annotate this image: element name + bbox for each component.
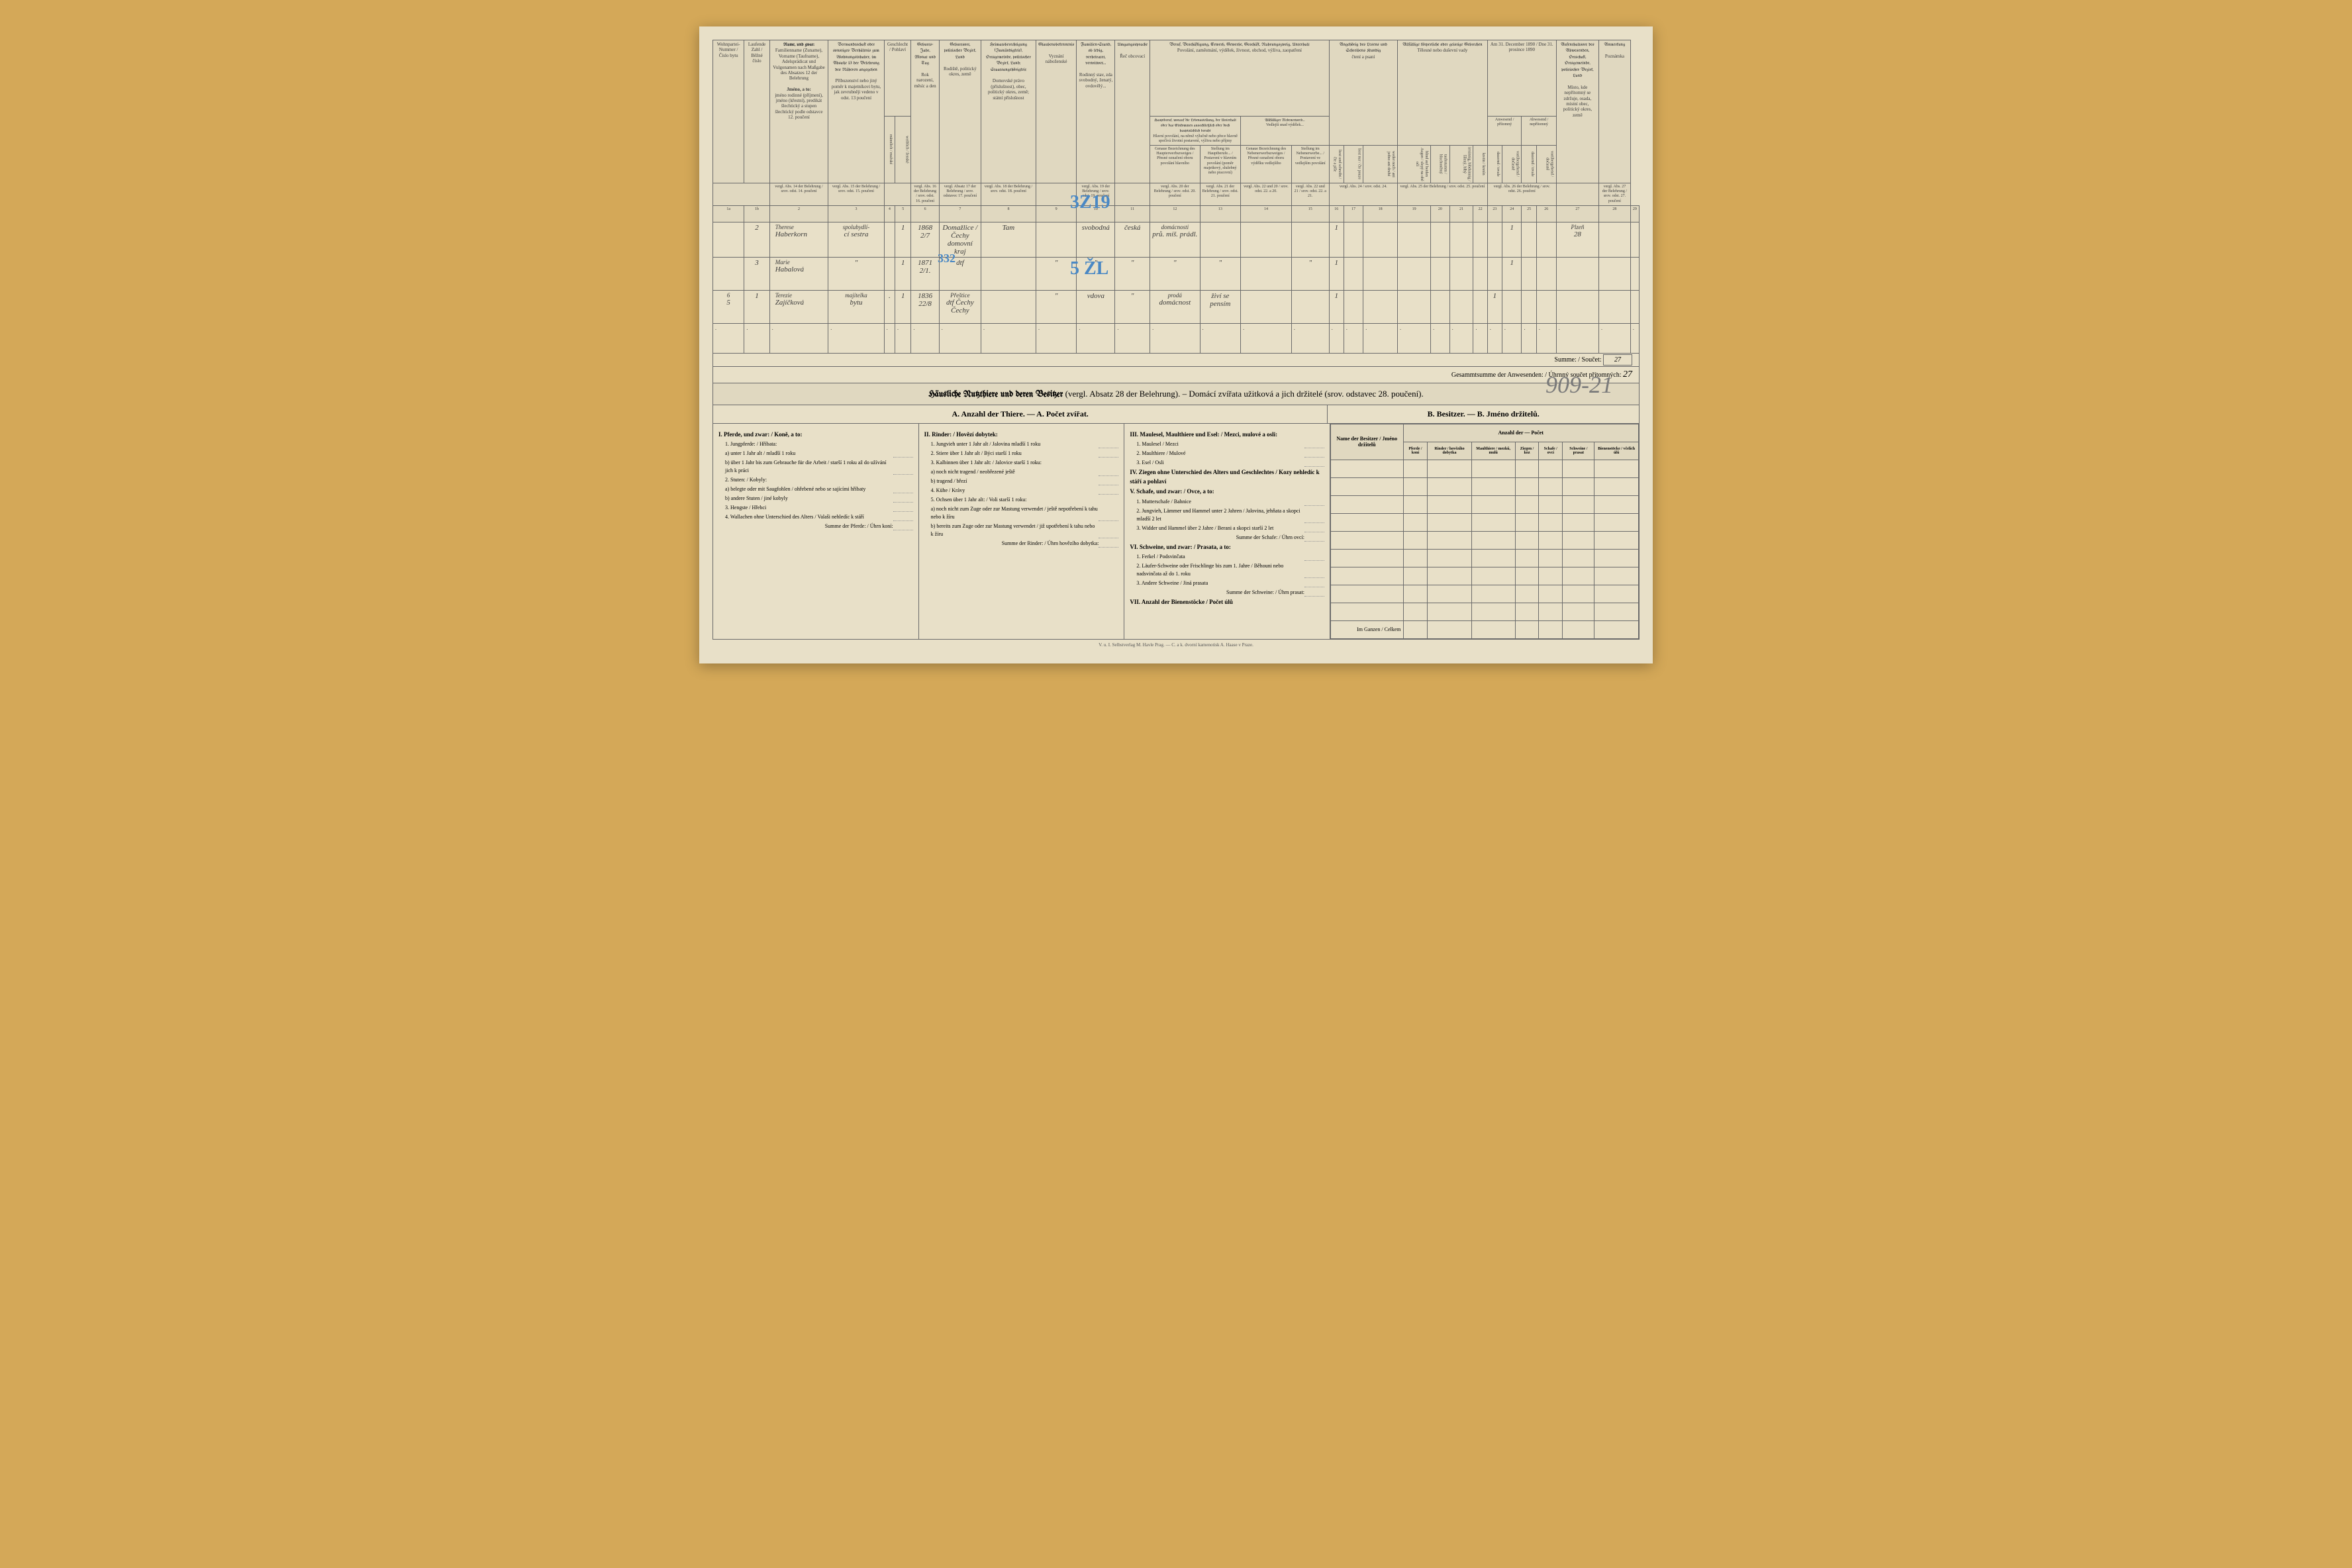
- census-table: Wohnpartei-Nummer / Číslo bytu Laufende …: [712, 40, 1640, 354]
- col-side-occ: Allfälliger Nebenerwerb... Vedlejší snad…: [1241, 117, 1330, 146]
- col-pres-perm: dauernd / trvale: [1487, 145, 1502, 183]
- ref-16: vergl. Abs. 16 der Belehrung / srov. ods…: [911, 183, 939, 205]
- section-a-title: A. Anzahl der Thiere. — A. Počet zvířat.: [712, 405, 1327, 424]
- ref-18: vergl. Abs. 18 der Belehrung / srov. ods…: [981, 183, 1036, 205]
- sum-value: 27: [1603, 354, 1632, 366]
- owner-row: [1331, 603, 1639, 620]
- ref-27: vergl. Abs. 27 der Belehrung / srov. ods…: [1599, 183, 1631, 205]
- ref-25: vergl. Abs. 25 der Belehrung / srov. ods…: [1398, 183, 1488, 205]
- col-lit-none: weder noch / ani jedno ani druhé: [1363, 145, 1398, 183]
- ref-20: vergl. Abs. 20 der Belehrung / srov. ods…: [1150, 183, 1200, 205]
- col-occ-branch: Genaue Bezeichnung des Haupterwerbszweig…: [1150, 145, 1200, 183]
- col-census-date: Am 31. December 1890 / Dne 31. prosince …: [1487, 40, 1556, 117]
- owner-row: [1331, 585, 1639, 603]
- animals-horses: I. Pferde, und zwar: / Koně, a to: 1. Ju…: [713, 424, 919, 639]
- owners-name-header: Name der Besitzer / Jméno držitelů: [1331, 424, 1404, 460]
- col-defects: Allfällige körperliche oder geistige Geb…: [1398, 40, 1488, 146]
- total-row: Gesammtsumme der Anwesenden: / Úhrnný so…: [712, 367, 1640, 383]
- col-birthplace: Geburtsort, politischer Bezirk, Land Rod…: [939, 40, 981, 183]
- col-number-row: 1a 1b 2 3 4 5 6 7 8 9 10 11 12 13 14 15 …: [713, 205, 1640, 222]
- col-blind: blind auf beiden Augen / slepý na obě oč…: [1398, 145, 1431, 183]
- person-row: 2 ThereseHaberkorn spolubydlí-cí sestra …: [713, 222, 1640, 257]
- col-abs-temp: vorübergehend / dočasně: [1536, 145, 1556, 183]
- col-home: Heimatsberechtigung (Zuständigkeit), Ort…: [981, 40, 1036, 183]
- page-stamp: 909-21: [1545, 371, 1613, 399]
- owner-row: [1331, 567, 1639, 585]
- col-sex-m: männlich / mužské: [884, 117, 895, 183]
- ref-23: vergl. Abs. 22 und 21 / srov. odst. 22. …: [1291, 183, 1329, 205]
- printer-footer: V. u. I. Selbstverlag M. Havle Prag. — C…: [712, 640, 1640, 650]
- ref-14: vergl. Abs. 14 der Belehrung / srov. ods…: [769, 183, 828, 205]
- person-row: 65 1 TerezieZajíčková majitelkabytu . 1 …: [713, 290, 1640, 323]
- ref-15: vergl. Abs. 15 der Belehrung / srov. ods…: [828, 183, 885, 205]
- col-side-branch: Genaue Bezeichnung des Nebenerwerbszweig…: [1241, 145, 1292, 183]
- col-deaf: taubstumm / hluchoněmý: [1431, 145, 1450, 183]
- owner-total-row: Im Ganzen / Celkem: [1331, 620, 1639, 638]
- blue-mark-2: 5 ŽL: [1070, 258, 1108, 279]
- col-sex-f: weiblich / ženské: [895, 117, 910, 183]
- col-literacy: Angehörig des Lesens und Schreibens Kund…: [1329, 40, 1397, 146]
- owner-row: [1331, 549, 1639, 567]
- ref-26: vergl. Abs. 26 der Belehrung / srov. ods…: [1487, 183, 1556, 205]
- col-absent-place: Aufenthaltsort des Abwesenden, Ortschaft…: [1556, 40, 1598, 183]
- sum-row: Summe: / Součet: 27: [712, 354, 1640, 367]
- col-main-occ: Hauptberuf, worauf die Lebensstellung, d…: [1150, 117, 1241, 146]
- col-birth: Geburts-Jahr, Monat und Tag Rok narození…: [911, 40, 939, 183]
- col-cretin: kretin / kretén: [1473, 145, 1487, 183]
- col-language: Umgangssprache Řeč obcovací: [1115, 40, 1150, 183]
- person-row: 3 MarieHabalová " 1 1871 2/1. dtf " " " …: [713, 257, 1640, 290]
- col-side-position: Stellung im Nebenerwerbe... / Postavení …: [1291, 145, 1329, 183]
- animals-title: Häusliche Nutzthiere und deren Besitzer …: [712, 383, 1640, 405]
- blue-mark-3: 332: [938, 252, 956, 266]
- col-seq-num: Laufende Zahl / Běžné číslo: [744, 40, 769, 183]
- col-name: Name, und zwar: Familienname (Zuname), V…: [769, 40, 828, 183]
- col-insane: irrsinnig, blödsinnig / šílený, blbý: [1449, 145, 1473, 183]
- col-relation: Verwandtschaft oder sonstiges Verhältnis…: [828, 40, 885, 183]
- section-b-title: B. Besitzer. — B. Jméno držitelů.: [1327, 405, 1640, 424]
- ref-24: vergl. Abs. 24 / srov. odst. 24.: [1329, 183, 1397, 205]
- col-occupation-group: Beruf, Beschäftigung, Erwerb, Gewerbe, G…: [1150, 40, 1330, 117]
- owners-count-header: Anzahl der — Počet: [1403, 424, 1638, 442]
- col-occ-position: Stellung im Hauptberufe... / Postavení v…: [1200, 145, 1240, 183]
- ref-21: vergl. Abs. 21 der Belehrung / srov. ods…: [1200, 183, 1240, 205]
- owner-row: [1331, 531, 1639, 549]
- col-lit-rw: liest und schreibt / čte a píše: [1329, 145, 1344, 183]
- ref-22: vergl. Abs. 22 und 20 / srov. odst. 22. …: [1241, 183, 1292, 205]
- col-status: Familien-Stand, ob ledig, verheiratet, v…: [1077, 40, 1115, 183]
- owner-row: [1331, 477, 1639, 495]
- col-lit-r: liest nur / čte pouze: [1344, 145, 1363, 183]
- total-value: 27: [1623, 369, 1632, 379]
- animals-cattle: II. Rinder: / Hovězí dobytek: 1. Jungvie…: [919, 424, 1125, 639]
- col-apt-num: Wohnpartei-Nummer / Číslo bytu: [713, 40, 744, 183]
- owner-row: [1331, 495, 1639, 513]
- owners-section: Name der Besitzer / Jméno držitelů Anzah…: [1330, 424, 1639, 639]
- owner-row: [1331, 513, 1639, 531]
- empty-row: .......... .......... ..........: [713, 323, 1640, 353]
- blue-mark-1: 3Z19: [1070, 192, 1110, 213]
- col-absent: Abwesend / nepřítomný: [1522, 117, 1556, 146]
- owner-row: [1331, 460, 1639, 477]
- col-pres-temp: vorübergehend / dočasně: [1502, 145, 1522, 183]
- animals-other: III. Maulesel, Maulthiere und Esel: / Me…: [1124, 424, 1330, 639]
- col-sex: Geschlecht / Pohlaví: [884, 40, 911, 117]
- census-page: Wohnpartei-Nummer / Číslo bytu Laufende …: [699, 26, 1653, 663]
- col-abs-perm: dauernd / trvale: [1522, 145, 1536, 183]
- animals-container: I. Pferde, und zwar: / Koně, a to: 1. Ju…: [712, 424, 1640, 640]
- col-present: Anwesend / přítomný: [1487, 117, 1522, 146]
- col-remark: Anmerkung Poznámka: [1599, 40, 1631, 183]
- ref-17: vergl. Absatz 17 der Belehrung / srov. o…: [939, 183, 981, 205]
- col-religion: Glaubensbekenntnis Vyznání náboženské: [1036, 40, 1076, 183]
